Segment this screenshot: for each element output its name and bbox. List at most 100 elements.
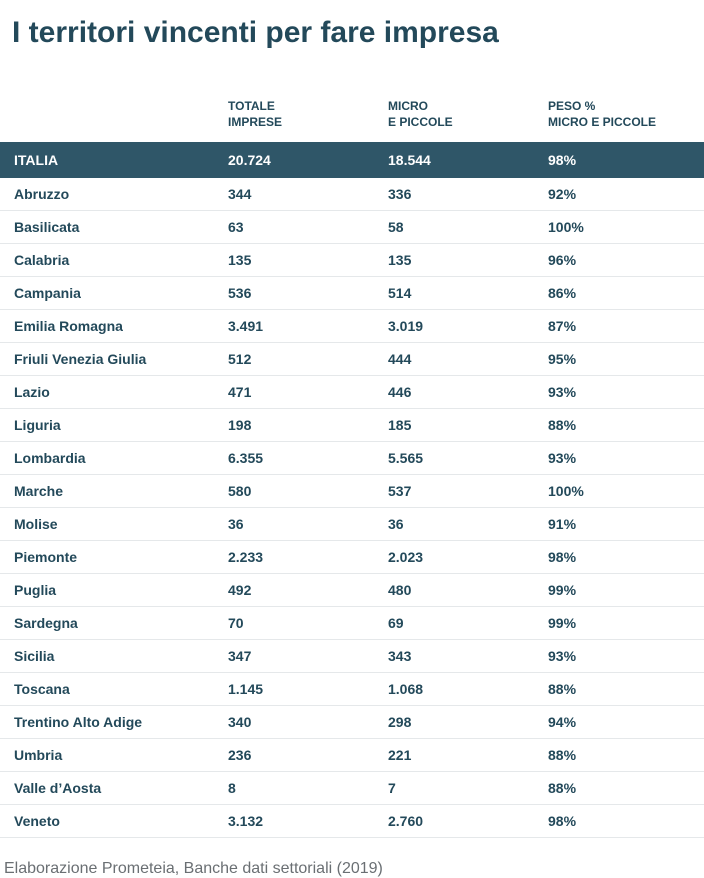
cell-peso: 99% xyxy=(540,606,704,639)
col-header-peso: PESO % MICRO E PICCOLE xyxy=(540,84,704,142)
cell-region: Veneto xyxy=(0,804,220,837)
summary-totale: 20.724 xyxy=(220,142,380,178)
cell-micro: 1.068 xyxy=(380,672,540,705)
cell-micro: 514 xyxy=(380,276,540,309)
cell-peso: 96% xyxy=(540,243,704,276)
col-header-peso-line1: PESO % xyxy=(548,99,595,113)
cell-region: Lazio xyxy=(0,375,220,408)
cell-micro: 480 xyxy=(380,573,540,606)
cell-region: Puglia xyxy=(0,573,220,606)
col-header-micro-line1: MICRO xyxy=(388,99,428,113)
cell-micro: 58 xyxy=(380,210,540,243)
table-row: Marche580537100% xyxy=(0,474,704,507)
cell-micro: 69 xyxy=(380,606,540,639)
cell-micro: 2.023 xyxy=(380,540,540,573)
cell-micro: 221 xyxy=(380,738,540,771)
cell-region: Emilia Romagna xyxy=(0,309,220,342)
cell-peso: 88% xyxy=(540,771,704,804)
cell-region: Marche xyxy=(0,474,220,507)
cell-region: Lombardia xyxy=(0,441,220,474)
cell-region: Molise xyxy=(0,507,220,540)
cell-region: Basilicata xyxy=(0,210,220,243)
cell-micro: 444 xyxy=(380,342,540,375)
col-header-totale: TOTALE IMPRESE xyxy=(220,84,380,142)
cell-peso: 95% xyxy=(540,342,704,375)
table-row: Campania53651486% xyxy=(0,276,704,309)
cell-region: Trentino Alto Adige xyxy=(0,705,220,738)
table-row: Emilia Romagna3.4913.01987% xyxy=(0,309,704,342)
cell-micro: 343 xyxy=(380,639,540,672)
cell-micro: 5.565 xyxy=(380,441,540,474)
cell-peso: 100% xyxy=(540,210,704,243)
cell-micro: 2.760 xyxy=(380,804,540,837)
cell-micro: 7 xyxy=(380,771,540,804)
cell-totale: 198 xyxy=(220,408,380,441)
cell-region: Abruzzo xyxy=(0,178,220,211)
cell-region: Friuli Venezia Giulia xyxy=(0,342,220,375)
cell-region: Campania xyxy=(0,276,220,309)
table-row: Friuli Venezia Giulia51244495% xyxy=(0,342,704,375)
cell-region: Liguria xyxy=(0,408,220,441)
table-row: Sicilia34734393% xyxy=(0,639,704,672)
cell-peso: 98% xyxy=(540,804,704,837)
summary-peso: 98% xyxy=(540,142,704,178)
cell-region: Toscana xyxy=(0,672,220,705)
cell-peso: 88% xyxy=(540,672,704,705)
cell-totale: 3.491 xyxy=(220,309,380,342)
cell-peso: 93% xyxy=(540,375,704,408)
table-row: Veneto3.1322.76098% xyxy=(0,804,704,837)
cell-totale: 344 xyxy=(220,178,380,211)
cell-totale: 2.233 xyxy=(220,540,380,573)
cell-totale: 580 xyxy=(220,474,380,507)
cell-region: Calabria xyxy=(0,243,220,276)
cell-totale: 236 xyxy=(220,738,380,771)
col-header-micro-line2: E PICCOLE xyxy=(388,115,453,129)
table-row: Puglia49248099% xyxy=(0,573,704,606)
cell-micro: 446 xyxy=(380,375,540,408)
cell-totale: 8 xyxy=(220,771,380,804)
summary-region: ITALIA xyxy=(0,142,220,178)
table-row: Lombardia6.3555.56593% xyxy=(0,441,704,474)
cell-micro: 298 xyxy=(380,705,540,738)
cell-region: Valle d’Aosta xyxy=(0,771,220,804)
table-row: Liguria19818588% xyxy=(0,408,704,441)
table-body: ITALIA 20.724 18.544 98% Abruzzo34433692… xyxy=(0,142,704,838)
cell-micro: 3.019 xyxy=(380,309,540,342)
cell-totale: 135 xyxy=(220,243,380,276)
cell-peso: 100% xyxy=(540,474,704,507)
source-note: Elaborazione Prometeia, Banche dati sett… xyxy=(0,838,704,878)
summary-micro: 18.544 xyxy=(380,142,540,178)
cell-micro: 185 xyxy=(380,408,540,441)
table-row: Trentino Alto Adige34029894% xyxy=(0,705,704,738)
col-header-region xyxy=(0,84,220,142)
cell-peso: 92% xyxy=(540,178,704,211)
cell-totale: 512 xyxy=(220,342,380,375)
table-row: Valle d’Aosta8788% xyxy=(0,771,704,804)
cell-region: Umbria xyxy=(0,738,220,771)
col-header-peso-line2: MICRO E PICCOLE xyxy=(548,115,656,129)
cell-micro: 36 xyxy=(380,507,540,540)
cell-totale: 492 xyxy=(220,573,380,606)
col-header-totale-line1: TOTALE xyxy=(228,99,275,113)
table-row: Sardegna706999% xyxy=(0,606,704,639)
cell-peso: 98% xyxy=(540,540,704,573)
cell-totale: 1.145 xyxy=(220,672,380,705)
table-summary-row: ITALIA 20.724 18.544 98% xyxy=(0,142,704,178)
cell-peso: 88% xyxy=(540,738,704,771)
table-row: Toscana1.1451.06888% xyxy=(0,672,704,705)
table-row: Umbria23622188% xyxy=(0,738,704,771)
cell-micro: 537 xyxy=(380,474,540,507)
cell-peso: 86% xyxy=(540,276,704,309)
cell-totale: 63 xyxy=(220,210,380,243)
cell-micro: 336 xyxy=(380,178,540,211)
cell-peso: 93% xyxy=(540,639,704,672)
cell-region: Sardegna xyxy=(0,606,220,639)
cell-totale: 347 xyxy=(220,639,380,672)
cell-totale: 340 xyxy=(220,705,380,738)
cell-micro: 135 xyxy=(380,243,540,276)
table-row: Piemonte2.2332.02398% xyxy=(0,540,704,573)
cell-peso: 88% xyxy=(540,408,704,441)
col-header-totale-line2: IMPRESE xyxy=(228,115,282,129)
table-row: Lazio47144693% xyxy=(0,375,704,408)
table-row: Basilicata6358100% xyxy=(0,210,704,243)
